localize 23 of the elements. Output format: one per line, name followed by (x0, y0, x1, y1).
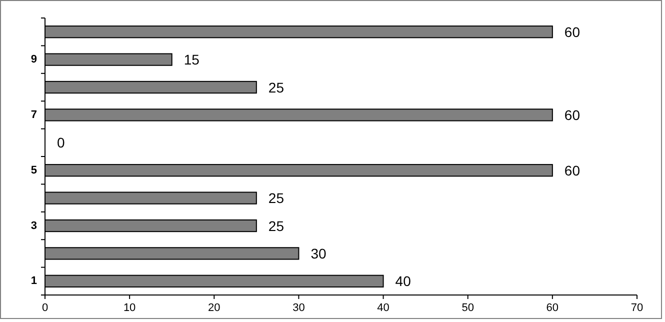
data-label: 25 (268, 79, 284, 96)
data-label: 60 (564, 106, 580, 123)
data-label: 15 (184, 52, 200, 68)
y-tick-label: 1 (30, 275, 37, 288)
y-tick-label: 7 (30, 108, 37, 121)
y-tick-label: 3 (30, 220, 37, 232)
data-label: 60 (564, 162, 580, 178)
x-tick-label: 50 (462, 302, 474, 314)
x-tick-label: 40 (377, 302, 390, 314)
y-tick-label: 5 (30, 164, 37, 176)
y-tick-label: 9 (30, 54, 37, 66)
data-label: 25 (268, 218, 284, 234)
x-tick-label: 10 (123, 302, 136, 314)
data-label: 60 (564, 24, 580, 40)
data-label: 30 (310, 245, 326, 262)
x-tick-label: 70 (630, 302, 644, 314)
x-tick-label: 60 (546, 302, 559, 314)
data-label: 25 (268, 190, 284, 206)
data-label: 0 (57, 134, 65, 151)
x-tick-label: 30 (292, 302, 305, 314)
x-tick-label: 20 (208, 302, 220, 314)
data-label: 40 (395, 273, 412, 290)
x-tick-label: 0 (42, 302, 48, 314)
